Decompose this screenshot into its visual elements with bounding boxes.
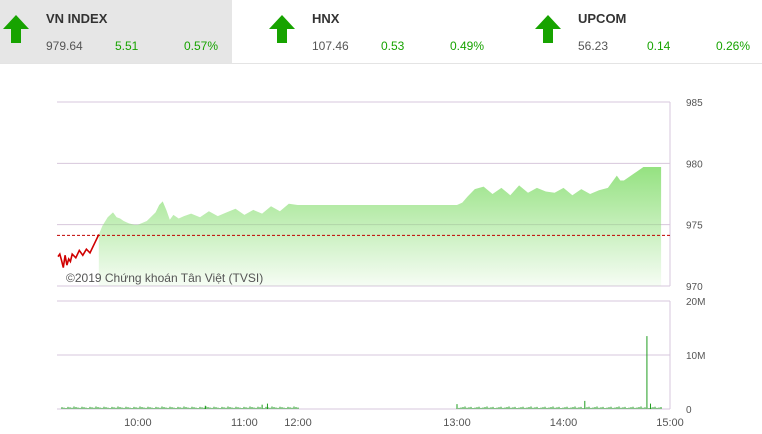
chart-watermark: ©2019 Chứng khoán Tân Việt (TVSI) <box>66 271 263 285</box>
price-axis: 985 980 975 970 <box>686 98 703 293</box>
volume-gridlines <box>57 300 671 410</box>
ticker-name: VN INDEX <box>46 11 108 26</box>
ticker-price: 979.64 <box>46 39 83 53</box>
price-tick-label: 980 <box>686 159 703 170</box>
volume-tick-label: 0 <box>686 405 692 416</box>
time-tick-label: 14:00 <box>550 417 578 429</box>
ticker-vn-index[interactable]: VN INDEX 979.64 5.51 0.57% <box>0 0 232 63</box>
ticker-percent: 0.26% <box>715 39 750 53</box>
ticker-name: UPCOM <box>578 11 627 26</box>
ticker-price: 56.23 <box>578 39 609 53</box>
volume-bars <box>61 336 662 409</box>
time-tick-label: 13:00 <box>443 417 471 429</box>
price-area <box>98 167 662 286</box>
ticker-percent: 0.49% <box>449 39 484 53</box>
time-tick-label: 10:00 <box>124 417 152 429</box>
volume-axis: 20M 10M 0 <box>686 297 705 416</box>
ticker-name: HNX <box>312 11 340 26</box>
price-tick-label: 975 <box>686 221 703 232</box>
ticker-percent: 0.57% <box>183 39 218 53</box>
index-ticker-bar: VN INDEX 979.64 5.51 0.57% HNX 107.46 0.… <box>0 0 762 64</box>
time-tick-label: 11:00 <box>231 417 258 429</box>
ticker-change: 0.53 <box>381 39 405 53</box>
arrow-up-icon <box>269 15 295 43</box>
ticker-change: 0.14 <box>647 39 671 53</box>
ticker-change: 5.51 <box>115 39 139 53</box>
price-below-reference-line <box>57 234 100 268</box>
volume-tick-label: 10M <box>686 351 705 362</box>
ticker-upcom[interactable]: UPCOM 56.23 0.14 0.26% <box>532 0 762 63</box>
arrow-up-icon <box>535 15 561 43</box>
volume-tick-label: 20M <box>686 297 705 308</box>
time-tick-label: 15:00 <box>656 417 684 429</box>
arrow-up-icon <box>3 15 29 43</box>
ticker-hnx[interactable]: HNX 107.46 0.53 0.49% <box>266 0 498 63</box>
ticker-price: 107.46 <box>312 39 349 53</box>
time-tick-label: 12:00 <box>284 417 312 429</box>
price-tick-label: 985 <box>686 98 703 109</box>
time-axis: 10:00 11:00 12:00 13:00 14:00 15:00 <box>124 417 684 429</box>
price-tick-label: 970 <box>686 282 703 293</box>
